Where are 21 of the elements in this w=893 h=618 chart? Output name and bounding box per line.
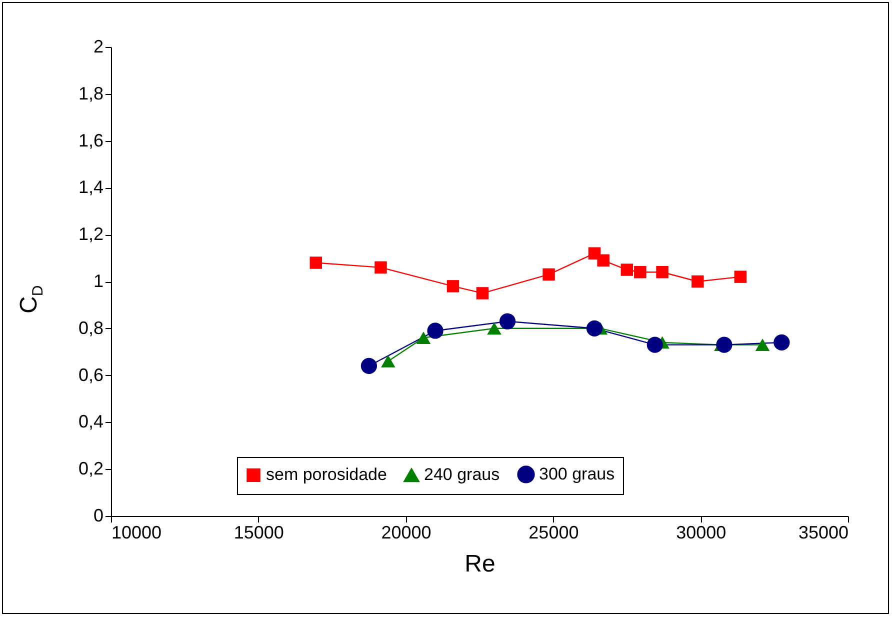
y-tick-label: 1,4 [78,177,104,198]
y-tick-label: 2 [93,36,104,56]
x-tick-label: 15000 [234,522,284,542]
legend-label: sem porosidade [266,465,387,484]
y-tick-label: 0,6 [78,364,104,385]
legend-label: 240 graus [424,465,500,484]
x-tick-label: 35000 [798,522,848,542]
y-tick-label: 0 [93,506,104,526]
x-tick-label: 20000 [381,522,432,542]
y-tick-label: 1,6 [78,130,104,150]
y-tick-label: 1 [93,271,104,291]
legend-label: 300 graus [539,464,615,484]
y-tick-label: 1,8 [78,83,104,104]
y-tick-label: 1,2 [78,224,104,244]
x-tick-label: 10000 [112,522,162,542]
y-tick-label: 0,2 [78,458,104,479]
x-tick-label: 30000 [676,522,726,542]
x-tick-label: 25000 [528,522,579,542]
y-tick-label: 0,8 [78,318,104,338]
x-axis-title: Re [464,550,496,578]
y-tick-label: 0,4 [78,412,104,432]
